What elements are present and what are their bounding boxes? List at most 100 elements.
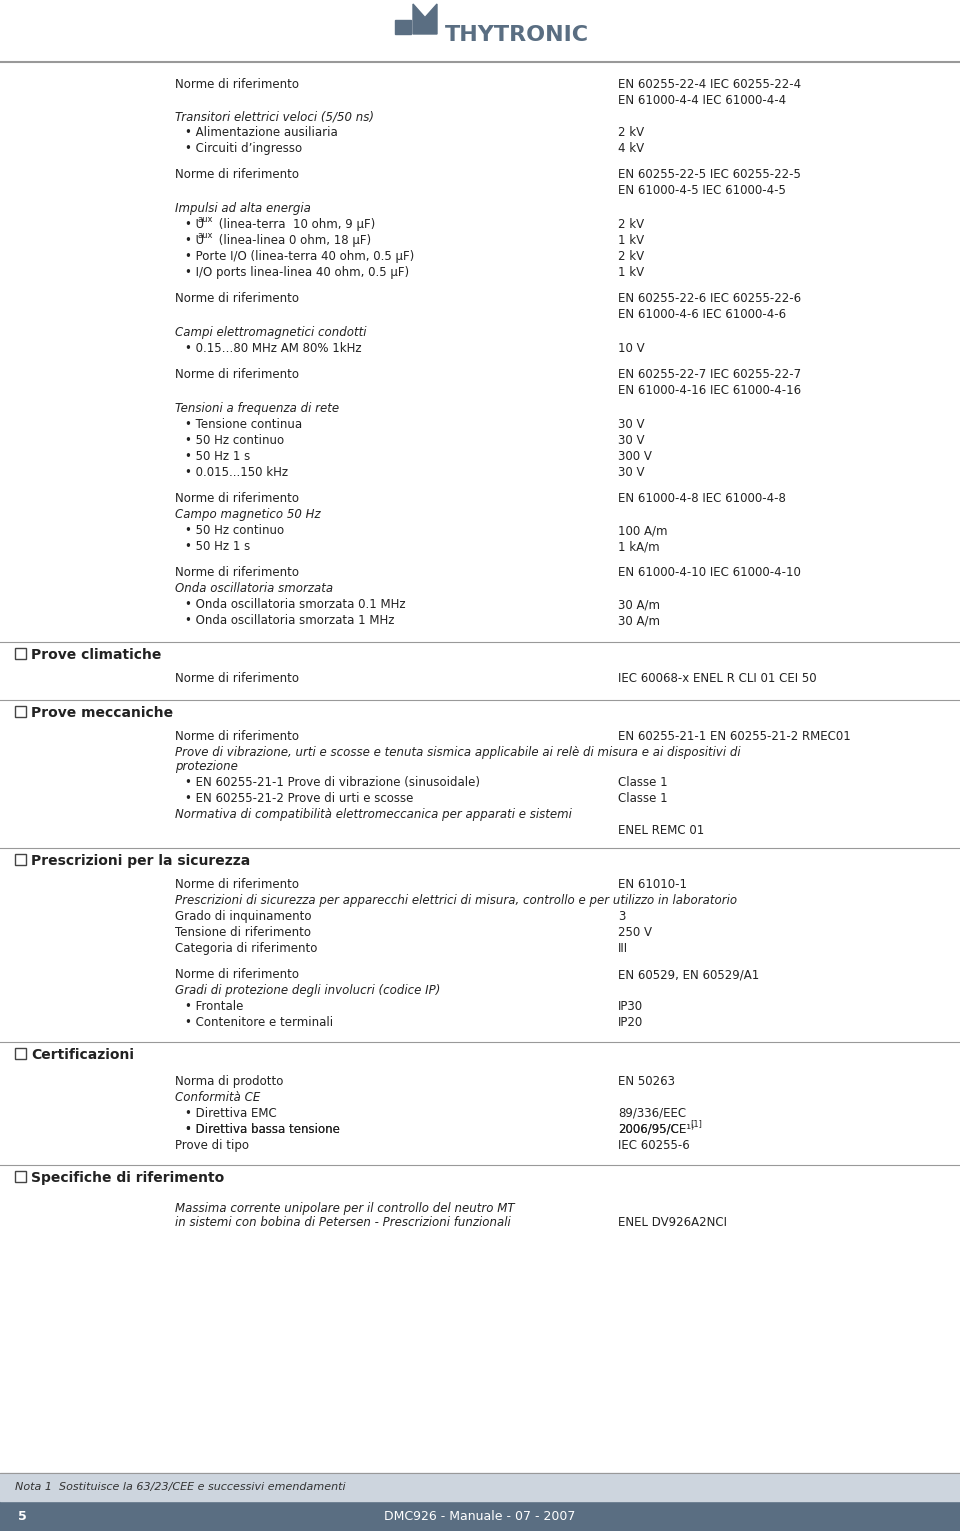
Text: aux: aux [197, 231, 212, 240]
Bar [15, 1049, 26, 1059]
Text: EN 60255-22-6 IEC 60255-22-6: EN 60255-22-6 IEC 60255-22-6 [618, 292, 802, 305]
Text: [1]: [1] [690, 1119, 702, 1128]
Text: EN 60255-22-7 IEC 60255-22-7: EN 60255-22-7 IEC 60255-22-7 [618, 367, 802, 381]
Text: Norme di riferimento: Norme di riferimento [175, 672, 299, 684]
Text: • U: • U [185, 234, 204, 246]
Text: Transitori elettrici veloci (5/50 ns): Transitori elettrici veloci (5/50 ns) [175, 110, 374, 122]
Text: Norme di riferimento: Norme di riferimento [175, 78, 299, 90]
Bar [0, 1500, 960, 1531]
Text: Tensione di riferimento: Tensione di riferimento [175, 926, 311, 939]
Text: Norme di riferimento: Norme di riferimento [175, 292, 299, 305]
Text: Campi elettromagnetici condotti: Campi elettromagnetici condotti [175, 326, 367, 338]
Text: Norme di riferimento: Norme di riferimento [175, 367, 299, 381]
Text: EN 60255-22-4 IEC 60255-22-4: EN 60255-22-4 IEC 60255-22-4 [618, 78, 802, 90]
Text: Prove climatiche: Prove climatiche [31, 648, 161, 661]
Text: Norme di riferimento: Norme di riferimento [175, 877, 299, 891]
Text: 30 V: 30 V [618, 433, 644, 447]
Text: IEC 60255-6: IEC 60255-6 [618, 1139, 689, 1151]
Polygon shape [413, 5, 437, 34]
Text: EN 61000-4-16 IEC 61000-4-16: EN 61000-4-16 IEC 61000-4-16 [618, 384, 802, 397]
Bar [0, 1473, 960, 1500]
Text: (linea-terra  10 ohm, 9 μF): (linea-terra 10 ohm, 9 μF) [215, 217, 375, 231]
Text: • U: • U [185, 217, 204, 231]
Text: 1 kA/m: 1 kA/m [618, 540, 660, 553]
Text: IP30: IP30 [618, 1000, 643, 1014]
Text: • Direttiva EMC: • Direttiva EMC [185, 1107, 276, 1121]
Text: Norme di riferimento: Norme di riferimento [175, 730, 299, 743]
Text: • Frontale: • Frontale [185, 1000, 244, 1014]
Text: • 0.015...150 kHz: • 0.015...150 kHz [185, 465, 288, 479]
Text: • 50 Hz continuo: • 50 Hz continuo [185, 524, 284, 537]
Text: • Onda oscillatoria smorzata 1 MHz: • Onda oscillatoria smorzata 1 MHz [185, 614, 395, 628]
Text: 2006/95/CE¹⁾: 2006/95/CE¹⁾ [618, 1124, 694, 1136]
Text: 5: 5 [18, 1510, 27, 1522]
Text: 2 kV: 2 kV [618, 250, 644, 263]
Text: Normativa di compatibilità elettromeccanica per apparati e sistemi: Normativa di compatibilità elettromeccan… [175, 808, 572, 821]
Bar [395, 20, 411, 34]
Text: EN 50263: EN 50263 [618, 1075, 675, 1089]
Text: • Tensione continua: • Tensione continua [185, 418, 302, 432]
Text: Prescrizioni per la sicurezza: Prescrizioni per la sicurezza [31, 854, 251, 868]
Text: 2 kV: 2 kV [618, 126, 644, 139]
Text: Prove meccaniche: Prove meccaniche [31, 706, 173, 720]
Text: Grado di inquinamento: Grado di inquinamento [175, 909, 311, 923]
Bar [15, 706, 26, 717]
Bar [15, 1171, 26, 1182]
Text: III: III [618, 942, 628, 955]
Text: • I/O ports linea-linea 40 ohm, 0.5 μF): • I/O ports linea-linea 40 ohm, 0.5 μF) [185, 266, 409, 279]
Text: IEC 60068-x ENEL R CLI 01 CEI 50: IEC 60068-x ENEL R CLI 01 CEI 50 [618, 672, 817, 684]
Text: in sistemi con bobina di Petersen - Prescrizioni funzionali: in sistemi con bobina di Petersen - Pres… [175, 1216, 511, 1229]
Bar [15, 648, 26, 658]
Text: ENEL DV926A2NCI: ENEL DV926A2NCI [618, 1216, 727, 1229]
Text: • Direttiva bassa tensione: • Direttiva bassa tensione [185, 1124, 340, 1136]
Text: • Onda oscillatoria smorzata 0.1 MHz: • Onda oscillatoria smorzata 0.1 MHz [185, 599, 406, 611]
Text: ENEL REMC 01: ENEL REMC 01 [618, 824, 705, 837]
Text: Prove di tipo: Prove di tipo [175, 1139, 249, 1151]
Text: 3: 3 [618, 909, 625, 923]
Text: (linea-linea 0 ohm, 18 μF): (linea-linea 0 ohm, 18 μF) [215, 234, 372, 246]
Text: 100 A/m: 100 A/m [618, 524, 667, 537]
Text: EN 60255-21-1 EN 60255-21-2 RMEC01: EN 60255-21-1 EN 60255-21-2 RMEC01 [618, 730, 851, 743]
Text: Impulsi ad alta energia: Impulsi ad alta energia [175, 202, 311, 214]
Text: 250 V: 250 V [618, 926, 652, 939]
Text: Classe 1: Classe 1 [618, 792, 667, 805]
Text: 30 A/m: 30 A/m [618, 614, 660, 628]
Text: protezione: protezione [175, 759, 238, 773]
Text: • Direttiva bassa tensione: • Direttiva bassa tensione [185, 1124, 340, 1136]
Text: 30 V: 30 V [618, 465, 644, 479]
Text: EN 60529, EN 60529/A1: EN 60529, EN 60529/A1 [618, 968, 759, 981]
Text: Norme di riferimento: Norme di riferimento [175, 968, 299, 981]
Text: EN 60255-22-5 IEC 60255-22-5: EN 60255-22-5 IEC 60255-22-5 [618, 168, 801, 181]
Text: Norma di prodotto: Norma di prodotto [175, 1075, 283, 1089]
Text: Conformità CE: Conformità CE [175, 1092, 260, 1104]
Text: • Alimentazione ausiliaria: • Alimentazione ausiliaria [185, 126, 338, 139]
Bar [15, 854, 26, 865]
Text: Prescrizioni di sicurezza per apparecchi elettrici di misura, controllo e per ut: Prescrizioni di sicurezza per apparecchi… [175, 894, 737, 906]
Text: aux: aux [197, 214, 212, 224]
Text: Norme di riferimento: Norme di riferimento [175, 168, 299, 181]
Text: EN 61010-1: EN 61010-1 [618, 877, 687, 891]
Text: DMC926 - Manuale - 07 - 2007: DMC926 - Manuale - 07 - 2007 [384, 1510, 576, 1522]
Text: Specifiche di riferimento: Specifiche di riferimento [31, 1171, 225, 1185]
Text: Tensioni a frequenza di rete: Tensioni a frequenza di rete [175, 403, 339, 415]
Text: 30 V: 30 V [618, 418, 644, 432]
Text: Norme di riferimento: Norme di riferimento [175, 491, 299, 505]
Text: • 0.15…80 MHz AM 80% 1kHz: • 0.15…80 MHz AM 80% 1kHz [185, 341, 362, 355]
Text: 2006/95/CE: 2006/95/CE [618, 1124, 686, 1136]
Text: • EN 60255-21-1 Prove di vibrazione (sinusoidale): • EN 60255-21-1 Prove di vibrazione (sin… [185, 776, 480, 788]
Text: • 50 Hz continuo: • 50 Hz continuo [185, 433, 284, 447]
Text: EN 61000-4-5 IEC 61000-4-5: EN 61000-4-5 IEC 61000-4-5 [618, 184, 786, 197]
Text: • 50 Hz 1 s: • 50 Hz 1 s [185, 450, 251, 462]
Text: • EN 60255-21-2 Prove di urti e scosse: • EN 60255-21-2 Prove di urti e scosse [185, 792, 414, 805]
Text: 1 kV: 1 kV [618, 266, 644, 279]
Text: Campo magnetico 50 Hz: Campo magnetico 50 Hz [175, 508, 321, 521]
Text: • Circuiti d’ingresso: • Circuiti d’ingresso [185, 142, 302, 155]
Text: THYTRONIC: THYTRONIC [445, 24, 589, 44]
Text: • Porte I/O (linea-terra 40 ohm, 0.5 μF): • Porte I/O (linea-terra 40 ohm, 0.5 μF) [185, 250, 415, 263]
Text: 30 A/m: 30 A/m [618, 599, 660, 611]
Text: 2 kV: 2 kV [618, 217, 644, 231]
Text: Nota 1  Sostituisce la 63/23/CEE e successivi emendamenti: Nota 1 Sostituisce la 63/23/CEE e succes… [15, 1482, 346, 1493]
Text: Certificazioni: Certificazioni [31, 1049, 134, 1063]
Text: EN 61000-4-10 IEC 61000-4-10: EN 61000-4-10 IEC 61000-4-10 [618, 566, 801, 579]
Text: EN 61000-4-8 IEC 61000-4-8: EN 61000-4-8 IEC 61000-4-8 [618, 491, 786, 505]
